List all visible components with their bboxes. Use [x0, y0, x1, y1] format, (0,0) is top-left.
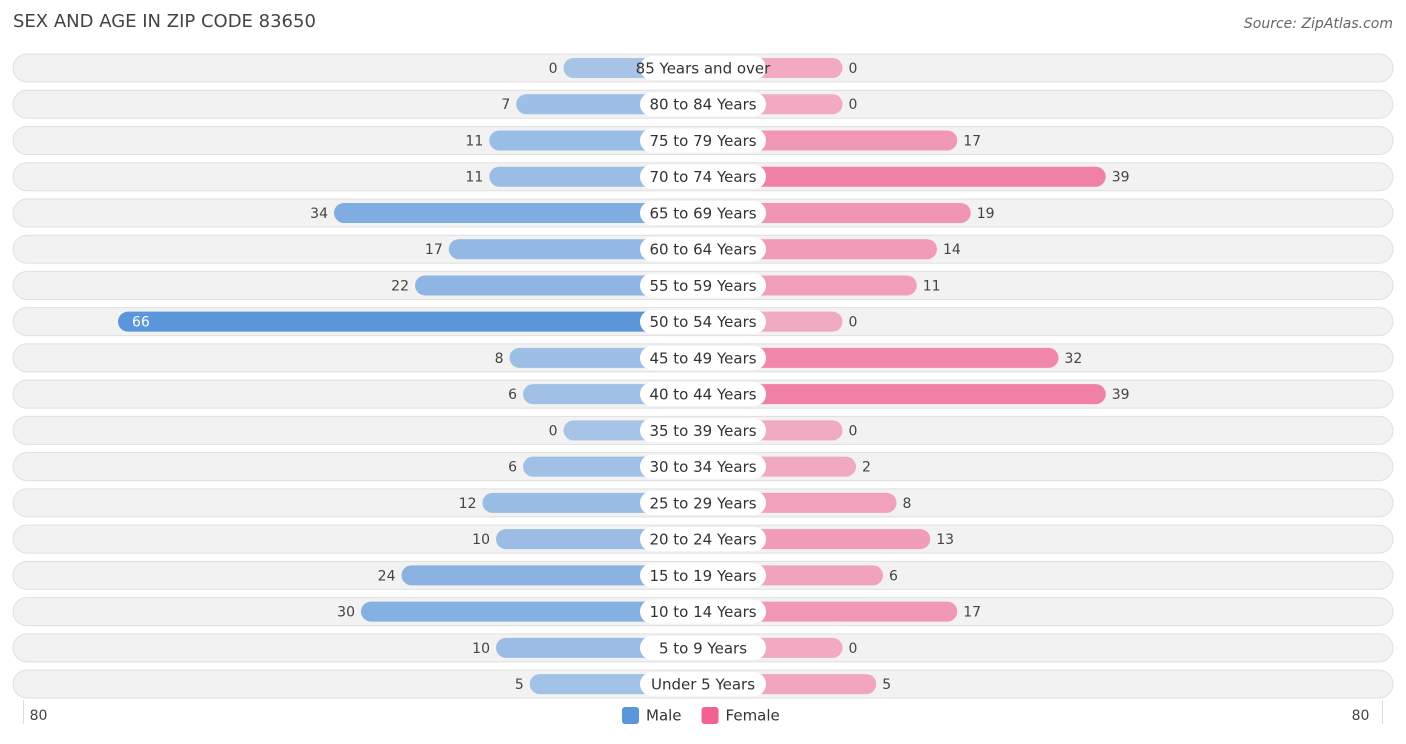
category-label: 10 to 14 Years — [649, 603, 756, 621]
category-label: 35 to 39 Years — [649, 422, 756, 440]
value-label: 0 — [849, 315, 858, 331]
category-pill — [640, 309, 766, 334]
value-label: 0 — [849, 61, 858, 77]
category-label: 80 to 84 Years — [649, 96, 756, 114]
value-label: 6 — [508, 387, 517, 403]
category-pill — [640, 128, 766, 153]
category-label: Under 5 Years — [651, 676, 755, 694]
value-label: 0 — [849, 641, 858, 657]
category-label: 30 to 34 Years — [649, 458, 756, 476]
category-label: 40 to 44 Years — [649, 386, 756, 404]
category-pill — [640, 418, 766, 443]
value-label: 8 — [903, 496, 912, 512]
legend-swatch — [701, 707, 719, 724]
category-pill — [640, 672, 766, 697]
category-pill — [640, 599, 766, 624]
category-pill — [640, 490, 766, 515]
x-tick-label: 80 — [30, 708, 48, 724]
value-label: 11 — [465, 170, 483, 186]
value-label: 17 — [425, 242, 443, 258]
female-bar — [703, 202, 971, 223]
value-label: 6 — [508, 460, 517, 476]
value-label: 32 — [1065, 351, 1083, 367]
chart-title: SEX AND AGE IN ZIP CODE 83650 — [13, 11, 316, 32]
category-label: 5 to 9 Years — [659, 639, 747, 657]
category-pill — [640, 237, 766, 262]
male-bar — [118, 311, 703, 332]
category-label: 20 to 24 Years — [649, 531, 756, 549]
source: Source: ZipAtlas.com — [1244, 16, 1393, 32]
value-label: 6 — [889, 568, 898, 584]
category-pill — [640, 92, 766, 117]
male-bar — [415, 275, 703, 296]
value-label: 19 — [977, 206, 995, 222]
category-label: 70 to 74 Years — [649, 168, 756, 186]
category-pill — [640, 635, 766, 660]
male-bar — [334, 202, 703, 223]
value-label: 24 — [378, 568, 396, 584]
male-bar — [448, 239, 703, 260]
category-pill — [640, 200, 766, 225]
female-bar — [703, 384, 1106, 405]
category-label: 15 to 19 Years — [649, 567, 756, 585]
category-pill — [640, 563, 766, 588]
value-label: 39 — [1112, 387, 1130, 403]
x-tick-label: 80 — [1352, 708, 1370, 724]
category-label: 25 to 29 Years — [649, 494, 756, 512]
value-label: 5 — [882, 677, 891, 693]
category-label: 45 to 49 Years — [649, 349, 756, 367]
value-label: 13 — [936, 532, 954, 548]
value-label: 8 — [495, 351, 504, 367]
category-label: 65 to 69 Years — [649, 204, 756, 222]
value-label: 12 — [459, 496, 477, 512]
value-label: 14 — [943, 242, 961, 258]
category-label: 55 to 59 Years — [649, 277, 756, 295]
value-label: 17 — [963, 605, 981, 621]
value-label: 7 — [501, 97, 510, 113]
category-pill — [640, 382, 766, 407]
legend-label: Male — [646, 707, 682, 725]
category-pill — [640, 527, 766, 552]
female-bar — [703, 347, 1059, 368]
category-label: 50 to 54 Years — [649, 313, 756, 331]
male-bar — [401, 565, 703, 586]
category-label: 75 to 79 Years — [649, 132, 756, 150]
value-label: 5 — [515, 677, 524, 693]
value-label: 0 — [849, 423, 858, 439]
male-bar — [361, 601, 703, 622]
value-label: 2 — [862, 460, 871, 476]
value-label: 30 — [337, 605, 355, 621]
value-label: 0 — [549, 61, 558, 77]
value-label: 0 — [849, 97, 858, 113]
value-label: 0 — [549, 423, 558, 439]
female-bar — [703, 130, 958, 151]
category-label: 60 to 64 Years — [649, 241, 756, 259]
value-label: 17 — [963, 133, 981, 149]
female-bar — [703, 166, 1106, 187]
legend-label: Female — [726, 707, 780, 725]
value-label: 11 — [923, 278, 941, 294]
category-pill — [640, 273, 766, 298]
female-bar — [703, 601, 958, 622]
category-pill — [640, 56, 766, 80]
value-label: 10 — [472, 532, 490, 548]
value-label: 11 — [465, 133, 483, 149]
category-label: 85 Years and over — [636, 60, 771, 78]
value-label: 66 — [132, 315, 150, 331]
legend-swatch — [622, 707, 639, 724]
value-label: 34 — [310, 206, 328, 222]
value-label: 39 — [1112, 170, 1130, 186]
category-pill — [640, 454, 766, 479]
value-label: 10 — [472, 641, 490, 657]
category-pill — [640, 164, 766, 189]
value-label: 22 — [391, 278, 409, 294]
category-pill — [640, 345, 766, 370]
